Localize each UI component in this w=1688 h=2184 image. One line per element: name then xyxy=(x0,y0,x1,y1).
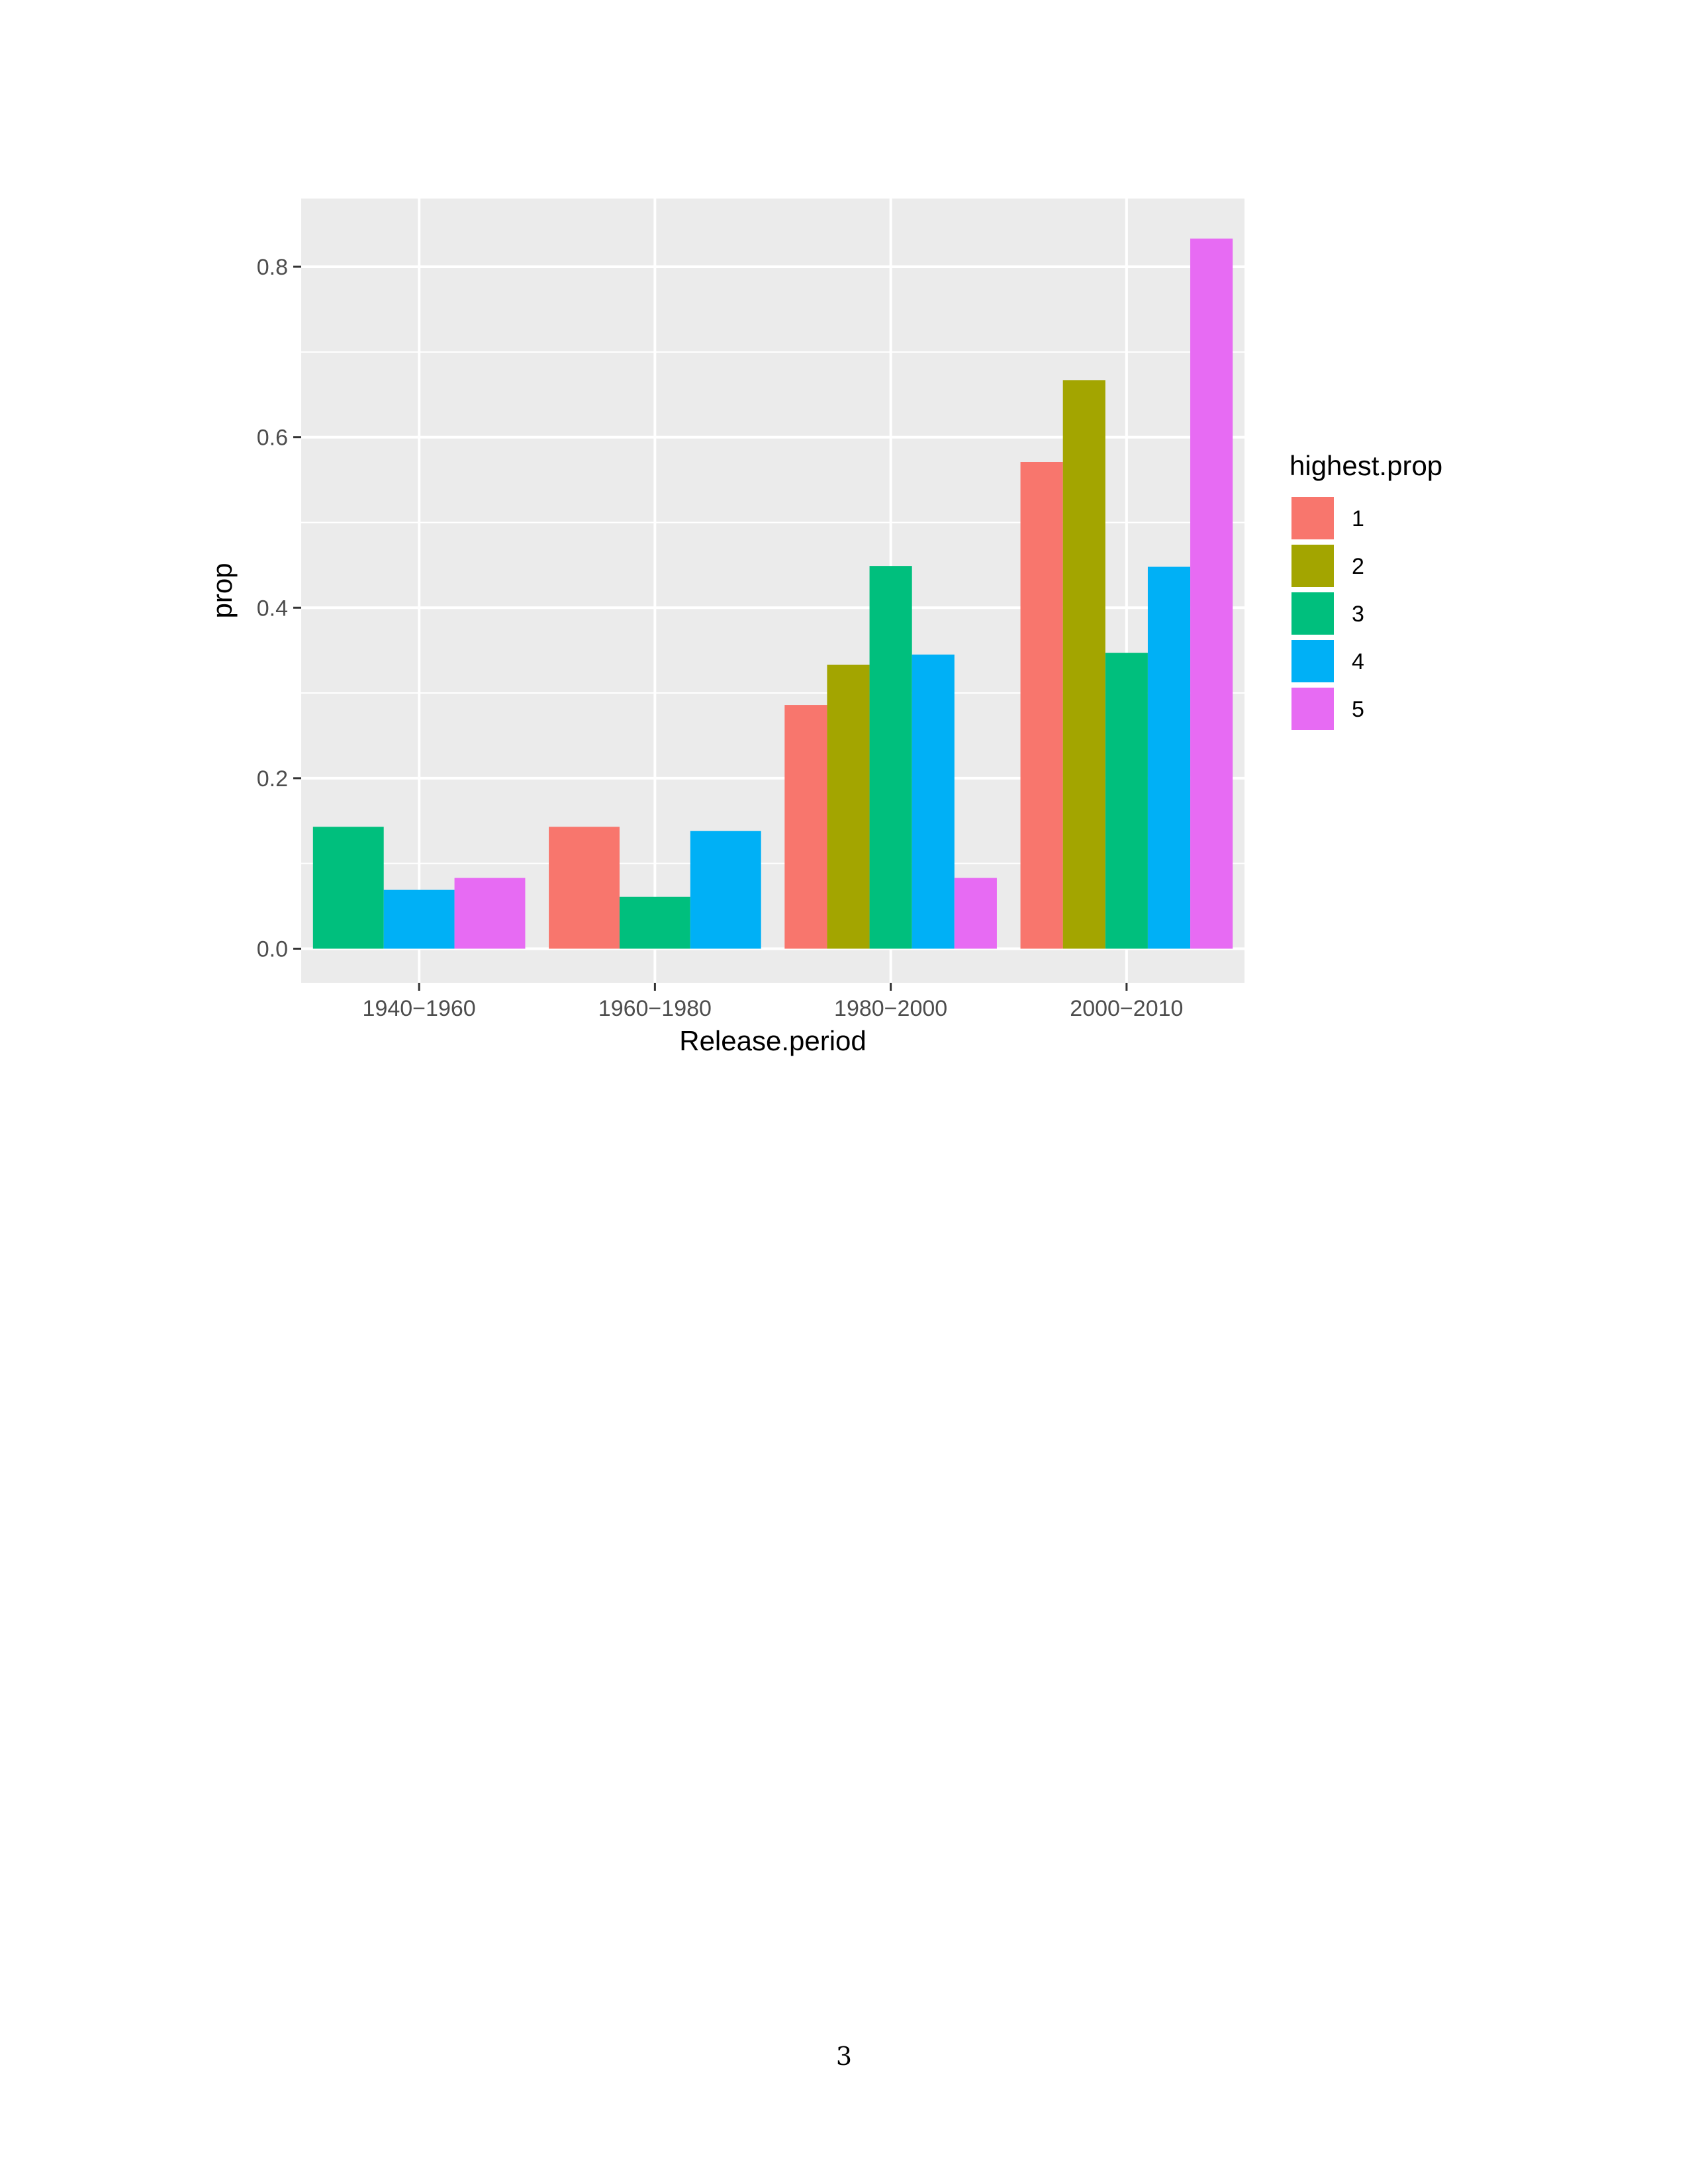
bar xyxy=(784,705,827,949)
bar xyxy=(912,655,955,949)
y-tick-label: 0.2 xyxy=(257,766,288,792)
bar xyxy=(1062,380,1105,949)
bar xyxy=(619,896,690,949)
x-tick-label: 1980−2000 xyxy=(834,996,947,1021)
bar xyxy=(690,831,761,949)
y-tick-label: 0.4 xyxy=(257,596,288,621)
bar xyxy=(1020,462,1063,949)
bar xyxy=(383,889,455,949)
legend: highest.prop 1 2 3 4 5 xyxy=(1289,450,1442,731)
x-axis: 1940−1960 1960−1980 1980−2000 2000−2010 xyxy=(363,983,1183,1021)
bar xyxy=(549,827,620,949)
legend-key xyxy=(1290,686,1335,731)
bar xyxy=(312,827,384,949)
y-tick-label: 0.0 xyxy=(257,936,288,962)
x-axis-title: Release.period xyxy=(679,1025,867,1056)
y-tick-label: 0.8 xyxy=(257,255,288,280)
x-tick-label: 2000−2010 xyxy=(1070,996,1183,1021)
legend-title: highest.prop xyxy=(1289,450,1442,481)
legend-label: 4 xyxy=(1352,649,1364,674)
legend-label: 5 xyxy=(1352,697,1364,722)
legend-key xyxy=(1290,591,1335,636)
bar xyxy=(954,878,997,949)
bars xyxy=(312,238,1233,949)
bar xyxy=(827,664,870,949)
legend-label: 3 xyxy=(1352,602,1364,627)
x-tick-label: 1960−1980 xyxy=(598,996,712,1021)
legend-key xyxy=(1290,639,1335,684)
legend-key xyxy=(1290,543,1335,588)
page-number: 3 xyxy=(835,2042,853,2071)
bar xyxy=(1190,238,1233,949)
y-axis: 0.0 0.2 0.4 0.6 0.8 xyxy=(257,255,301,962)
y-axis-title: prop xyxy=(207,563,238,618)
legend-label: 1 xyxy=(1352,506,1364,531)
bar xyxy=(454,878,526,949)
x-tick-label: 1940−1960 xyxy=(363,996,476,1021)
bar xyxy=(1147,567,1191,949)
legend-key xyxy=(1290,496,1335,541)
legend-label: 2 xyxy=(1352,554,1364,579)
bar xyxy=(1105,653,1148,949)
y-tick-label: 0.6 xyxy=(257,426,288,451)
bar xyxy=(869,566,912,949)
